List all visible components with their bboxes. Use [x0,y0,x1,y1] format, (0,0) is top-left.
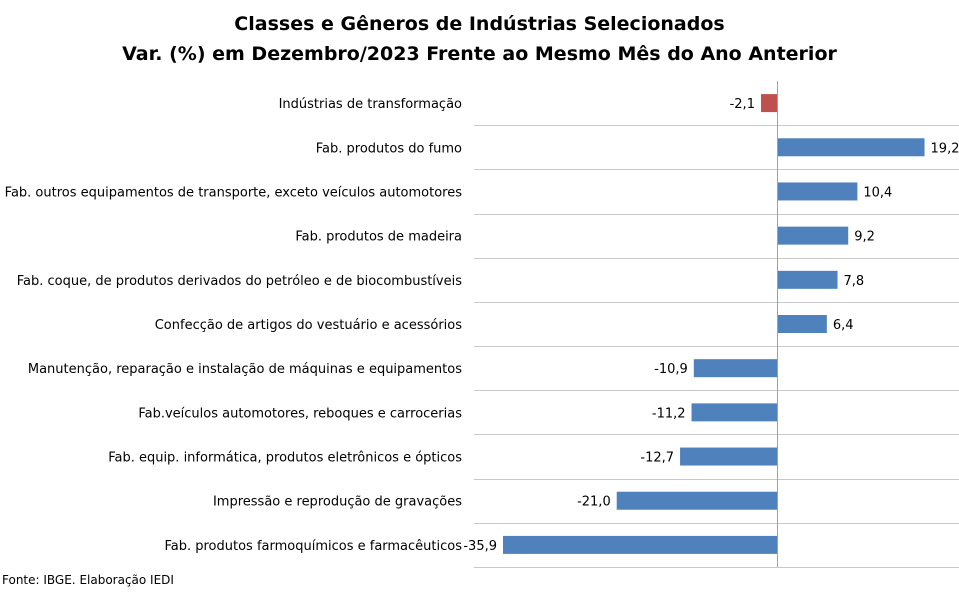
category-label: Fab. outros equipamentos de transporte, … [5,185,463,200]
data-label: -12,7 [640,451,674,466]
bar [778,270,838,289]
data-label: 10,4 [863,185,892,200]
category-label: Impressão e reprodução de gravações [213,495,462,510]
bar [691,403,777,422]
data-label: 19,2 [931,141,959,156]
chart-subtitle: Var. (%) em Dezembro/2023 Frente ao Mesm… [122,43,837,65]
bar [760,94,777,113]
category-label: Manutenção, reparação e instalação de má… [28,362,462,377]
bar [778,226,849,245]
data-label: -11,2 [652,406,686,421]
category-label: Fab. coque, de produtos derivados do pet… [17,274,462,289]
bar [778,315,827,333]
bar [693,359,777,378]
data-label: -2,1 [730,97,755,112]
bar [778,182,858,201]
data-label: 7,8 [844,274,865,289]
data-label: 9,2 [854,230,875,245]
category-label: Indústrias de transformação [279,97,462,112]
data-label: -35,9 [463,539,497,554]
bar [616,491,777,510]
data-label: -10,9 [654,362,688,377]
data-label: -21,0 [577,495,611,510]
category-label: Fab. produtos farmoquímicos e farmacêuti… [164,539,462,554]
bar [680,447,777,466]
data-label: 6,4 [833,318,854,333]
category-label: Confecção de artigos do vestuário e aces… [155,318,463,333]
source-note: Fonte: IBGE. Elaboração IEDI [2,573,174,587]
category-label: Fab. produtos de madeira [295,230,462,245]
category-label: Fab. produtos do fumo [316,141,462,156]
bar [503,535,777,554]
chart-title: Classes e Gêneros de Indústrias Selecion… [234,13,725,35]
bar [778,138,925,157]
category-label: Fab. equip. informática, produtos eletrô… [108,451,462,466]
category-label: Fab.veículos automotores, reboques e car… [138,406,462,421]
